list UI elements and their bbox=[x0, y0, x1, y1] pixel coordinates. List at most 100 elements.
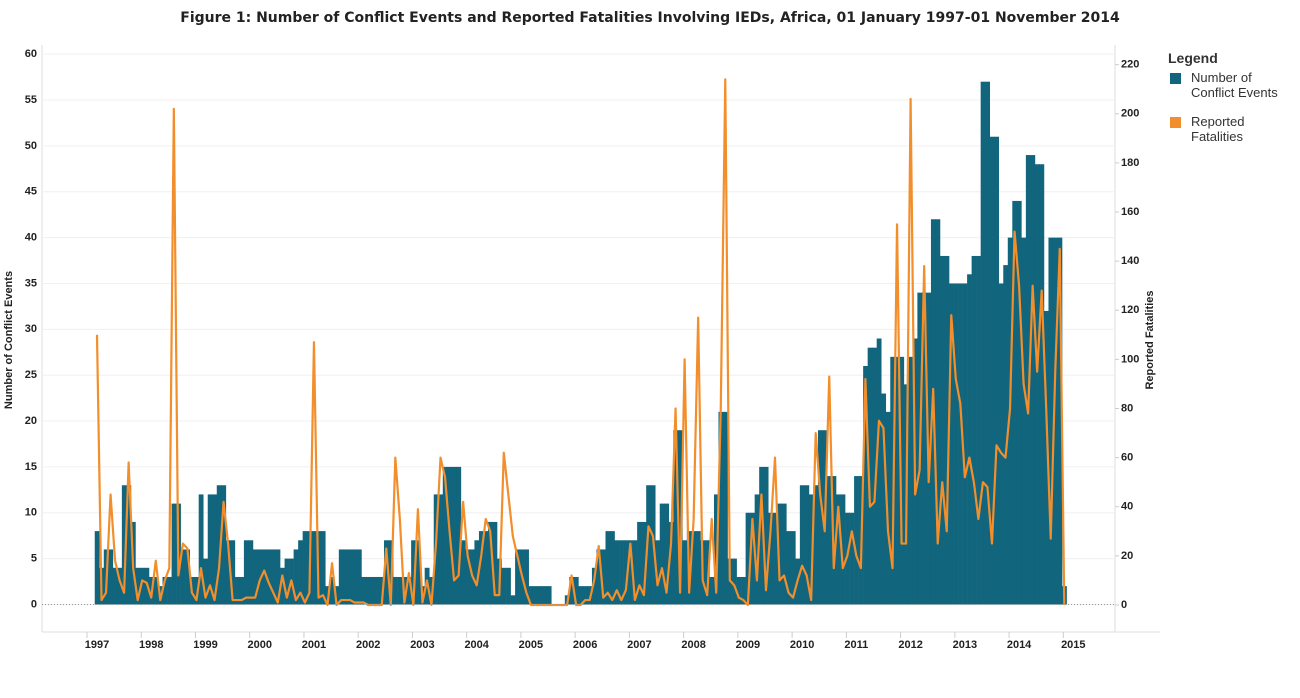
y-axis-label: Number of Conflict Events bbox=[3, 271, 15, 409]
bar bbox=[628, 540, 633, 605]
bar bbox=[849, 512, 855, 605]
bar bbox=[826, 476, 832, 605]
bar bbox=[998, 283, 1004, 605]
bar bbox=[596, 549, 602, 605]
bar bbox=[971, 255, 977, 605]
bar bbox=[528, 586, 534, 605]
bar bbox=[153, 576, 159, 605]
bar bbox=[958, 283, 963, 605]
y-tick-label: 55 bbox=[25, 94, 37, 106]
bar bbox=[239, 576, 245, 605]
chart-title: Figure 1: Number of Conflict Events and … bbox=[180, 10, 1120, 26]
bar bbox=[474, 540, 480, 605]
bar bbox=[1012, 200, 1018, 605]
bar bbox=[94, 531, 100, 605]
bar bbox=[1052, 237, 1058, 605]
bar bbox=[415, 540, 421, 605]
bar bbox=[280, 567, 285, 605]
bar bbox=[117, 567, 123, 605]
bar bbox=[1039, 164, 1045, 605]
bar bbox=[967, 274, 972, 605]
bar bbox=[741, 576, 746, 605]
bar bbox=[614, 540, 620, 605]
bar bbox=[384, 540, 389, 605]
bar bbox=[261, 549, 267, 605]
x-tick-label: 2001 bbox=[302, 639, 326, 651]
bar bbox=[121, 485, 127, 605]
bar bbox=[840, 494, 846, 605]
legend-label: Number of Conflict Events bbox=[1191, 70, 1278, 100]
legend: Legend Number of Conflict Events Reported… bbox=[1168, 50, 1296, 158]
bar bbox=[790, 531, 796, 605]
bar bbox=[718, 411, 724, 605]
bar bbox=[962, 283, 968, 605]
y-tick-label: 40 bbox=[25, 232, 37, 244]
bar bbox=[216, 485, 222, 605]
y2-tick-label: 140 bbox=[1121, 255, 1139, 267]
bar bbox=[600, 549, 606, 605]
bar bbox=[1007, 237, 1013, 605]
x-tick-label: 2000 bbox=[247, 639, 271, 651]
bar bbox=[1057, 237, 1063, 605]
bar bbox=[682, 540, 688, 605]
bar bbox=[180, 549, 186, 605]
bar bbox=[460, 540, 466, 605]
legend-swatch bbox=[1170, 117, 1181, 128]
bar bbox=[885, 411, 891, 605]
bar bbox=[623, 540, 629, 605]
bar bbox=[406, 576, 412, 605]
bar bbox=[139, 567, 145, 605]
bar bbox=[836, 494, 841, 605]
bar bbox=[478, 531, 484, 605]
x-tick-label: 1997 bbox=[85, 639, 109, 651]
bar bbox=[298, 540, 303, 605]
bar bbox=[980, 81, 986, 605]
bar bbox=[921, 292, 927, 605]
y2-axis-label: Reported Fatalities bbox=[1144, 290, 1156, 389]
bar bbox=[329, 576, 335, 605]
bar bbox=[515, 549, 520, 605]
x-tick-label: 2009 bbox=[736, 639, 760, 651]
bar bbox=[338, 549, 344, 605]
y-tick-label: 25 bbox=[25, 369, 37, 381]
bar bbox=[271, 549, 276, 605]
bar bbox=[659, 503, 665, 605]
y2-tick-label: 180 bbox=[1121, 157, 1139, 169]
bar bbox=[768, 512, 774, 605]
x-tick-label: 2006 bbox=[573, 639, 597, 651]
bar bbox=[442, 466, 448, 605]
bar bbox=[1034, 164, 1040, 605]
bar bbox=[212, 494, 218, 605]
bar bbox=[546, 586, 552, 605]
bar bbox=[302, 531, 308, 605]
bar bbox=[320, 531, 326, 605]
bar bbox=[989, 136, 995, 605]
y-tick-label: 30 bbox=[25, 323, 37, 335]
bar bbox=[1016, 200, 1022, 605]
bar bbox=[894, 356, 900, 605]
bar bbox=[234, 576, 240, 605]
bar bbox=[347, 549, 353, 605]
bar bbox=[1043, 310, 1049, 605]
bar bbox=[370, 576, 376, 605]
bar bbox=[777, 503, 783, 605]
bar bbox=[804, 485, 810, 605]
bar bbox=[171, 503, 177, 605]
bar bbox=[673, 430, 679, 605]
bar bbox=[1030, 155, 1036, 605]
bar bbox=[813, 485, 819, 605]
bar bbox=[732, 558, 737, 605]
bar bbox=[112, 567, 118, 605]
y-tick-label: 0 bbox=[31, 598, 37, 610]
y2-tick-label: 80 bbox=[1121, 402, 1133, 414]
bar bbox=[221, 485, 227, 605]
bar bbox=[985, 81, 990, 605]
bar bbox=[691, 531, 697, 605]
x-tick-label: 2011 bbox=[844, 639, 868, 651]
x-tick-label: 1998 bbox=[139, 639, 163, 651]
bar bbox=[582, 586, 588, 605]
bar bbox=[573, 576, 579, 605]
legend-swatch bbox=[1170, 73, 1181, 84]
bar bbox=[352, 549, 358, 605]
legend-label: Reported Fatalities bbox=[1191, 114, 1245, 144]
